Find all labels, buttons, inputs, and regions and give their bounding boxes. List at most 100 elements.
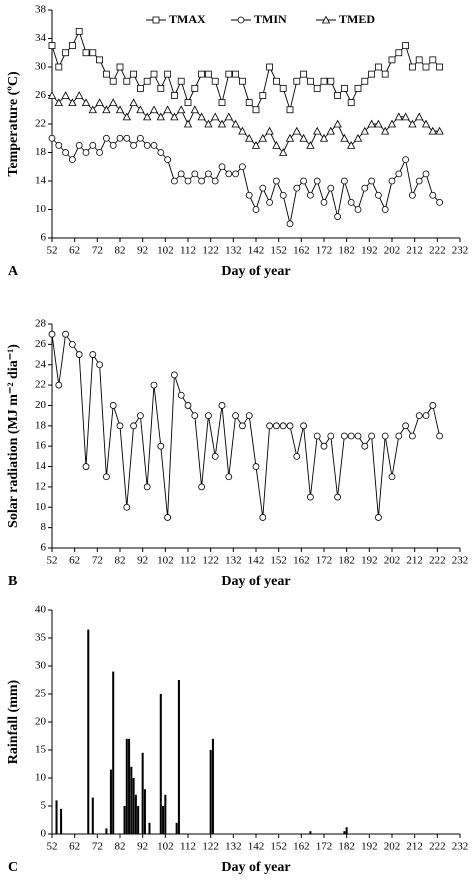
marker xyxy=(198,483,206,491)
marker xyxy=(143,483,151,491)
marker xyxy=(245,191,253,199)
marker xyxy=(429,191,437,199)
marker xyxy=(211,112,220,121)
marker xyxy=(415,412,423,420)
x-tick-label: 162 xyxy=(293,841,310,853)
x-tick-label: 72 xyxy=(92,841,103,853)
marker xyxy=(82,463,90,470)
marker xyxy=(333,119,342,128)
series-line xyxy=(51,137,440,224)
marker xyxy=(109,141,117,149)
y-axis-label: Temperature (ºC) xyxy=(6,71,21,177)
marker xyxy=(252,206,260,213)
marker xyxy=(319,133,329,142)
marker xyxy=(266,63,274,71)
marker xyxy=(429,56,437,64)
marker xyxy=(388,177,396,185)
y-tick-label: 34 xyxy=(35,32,47,44)
x-tick-label: 192 xyxy=(361,245,378,257)
y-tick-label: 18 xyxy=(35,146,47,158)
marker xyxy=(211,452,219,460)
marker xyxy=(232,412,240,420)
marker xyxy=(198,177,206,185)
marker xyxy=(136,105,145,114)
bar xyxy=(123,806,126,834)
marker xyxy=(394,112,403,121)
x-tick-label: 142 xyxy=(248,555,265,567)
marker xyxy=(163,105,172,114)
marker xyxy=(96,56,103,64)
marker xyxy=(408,63,416,71)
marker xyxy=(69,340,76,348)
marker xyxy=(374,514,382,521)
series-line xyxy=(51,30,440,112)
marker xyxy=(313,84,321,92)
marker xyxy=(374,63,382,71)
marker xyxy=(198,70,206,78)
y-tick-label: 25 xyxy=(35,688,47,700)
marker xyxy=(238,126,247,135)
marker xyxy=(164,156,172,164)
marker xyxy=(130,70,138,78)
marker xyxy=(89,141,97,149)
marker xyxy=(164,70,172,78)
y-tick-label: 10 xyxy=(35,203,47,215)
marker xyxy=(68,98,77,107)
marker xyxy=(75,351,83,358)
marker xyxy=(149,105,159,114)
x-tick-label: 222 xyxy=(429,555,446,567)
marker xyxy=(293,184,301,192)
y-tick-label: 20 xyxy=(35,399,47,411)
x-axis-label: Day of year xyxy=(221,264,290,279)
marker xyxy=(408,191,416,199)
x-tick-label: 52 xyxy=(47,841,58,853)
y-tick-label: 8 xyxy=(41,521,47,533)
x-tick-label: 232 xyxy=(452,841,469,853)
x-tick-label: 92 xyxy=(137,555,148,567)
marker xyxy=(252,106,260,114)
marker xyxy=(89,49,97,57)
bar xyxy=(148,822,151,834)
marker xyxy=(81,98,91,107)
marker xyxy=(54,98,63,107)
marker xyxy=(381,70,389,78)
y-tick-label: 30 xyxy=(35,660,47,672)
marker xyxy=(218,99,226,107)
y-tick-label: 6 xyxy=(41,232,47,244)
marker xyxy=(75,27,83,35)
y-tick-label: 26 xyxy=(35,338,47,350)
x-tick-label: 62 xyxy=(69,555,80,567)
marker xyxy=(381,432,389,440)
marker xyxy=(353,133,363,142)
marker xyxy=(211,77,219,85)
marker xyxy=(435,126,444,135)
marker xyxy=(164,514,172,521)
marker xyxy=(347,432,355,440)
marker xyxy=(204,170,212,178)
bar xyxy=(164,794,167,834)
legend-label: TMED xyxy=(339,12,375,26)
marker xyxy=(300,70,308,78)
marker xyxy=(265,126,274,135)
marker xyxy=(340,133,349,142)
x-tick-label: 82 xyxy=(115,841,126,853)
x-tick-label: 82 xyxy=(115,555,126,567)
marker xyxy=(408,119,417,128)
y-tick-label: 38 xyxy=(35,4,47,16)
marker xyxy=(367,119,376,128)
marker xyxy=(320,77,328,85)
x-tick-label: 102 xyxy=(157,555,174,567)
x-tick-label: 212 xyxy=(406,245,423,257)
marker xyxy=(321,15,331,24)
marker xyxy=(258,133,267,142)
marker xyxy=(225,473,233,481)
marker xyxy=(157,84,165,92)
x-tick-label: 72 xyxy=(92,245,103,257)
marker xyxy=(69,42,76,50)
marker xyxy=(402,42,410,50)
marker xyxy=(224,112,233,121)
marker xyxy=(170,177,178,185)
marker xyxy=(299,133,308,142)
marker xyxy=(62,149,69,156)
marker xyxy=(95,98,104,107)
